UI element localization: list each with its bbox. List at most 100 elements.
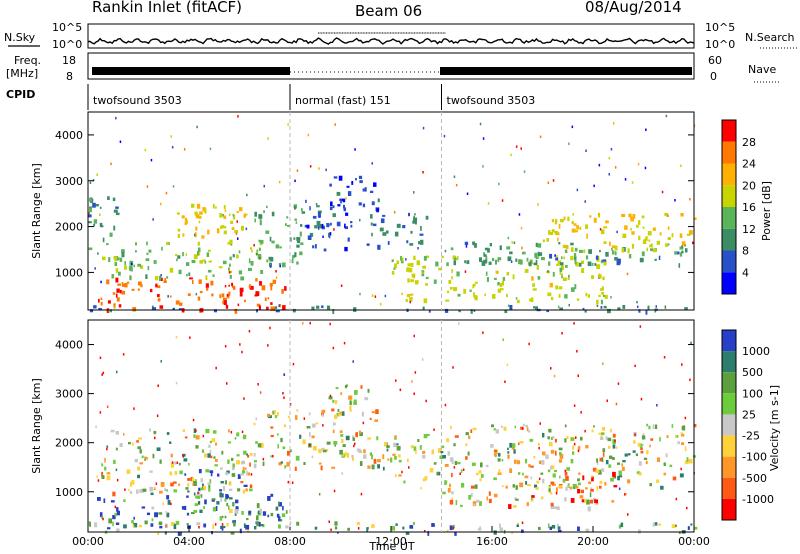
heatmap-cell bbox=[639, 257, 644, 263]
heatmap-cell bbox=[342, 198, 346, 203]
heatmap-cell bbox=[280, 461, 283, 464]
heatmap-cell bbox=[249, 285, 254, 290]
heatmap-cell bbox=[223, 215, 227, 219]
heatmap-cell bbox=[596, 486, 599, 491]
heatmap-cell bbox=[444, 308, 449, 313]
heatmap-cell bbox=[133, 523, 138, 528]
heatmap-cell bbox=[660, 485, 664, 490]
heatmap-cell bbox=[234, 513, 237, 516]
heatmap-cell bbox=[296, 261, 299, 265]
heatmap-cell bbox=[577, 374, 579, 377]
heatmap-cell bbox=[429, 467, 434, 473]
heatmap-cell bbox=[243, 484, 248, 487]
heatmap-cell bbox=[370, 214, 373, 219]
heatmap-cell bbox=[497, 257, 502, 261]
heatmap-cell bbox=[484, 293, 486, 297]
heatmap-cell bbox=[465, 456, 468, 460]
heatmap-cell bbox=[228, 284, 230, 287]
heatmap-cell bbox=[374, 295, 377, 298]
heatmap-cell bbox=[460, 504, 463, 507]
heatmap-cell bbox=[482, 165, 484, 168]
heatmap-cell bbox=[359, 180, 363, 184]
heatmap-cell bbox=[315, 422, 319, 425]
heatmap-cell bbox=[234, 308, 238, 314]
heatmap-cell bbox=[182, 252, 184, 257]
heatmap-cell bbox=[110, 309, 112, 313]
heatmap-cell bbox=[371, 454, 373, 460]
heatmap-cell bbox=[239, 528, 242, 534]
heatmap-cell bbox=[318, 167, 320, 170]
heatmap-cell bbox=[655, 305, 657, 308]
heatmap-cell bbox=[554, 469, 557, 473]
heatmap-cell bbox=[551, 436, 553, 440]
heatmap-cell bbox=[497, 472, 502, 475]
heatmap-cell bbox=[342, 454, 344, 457]
noise-tick-right-top: 10^5 bbox=[705, 21, 735, 34]
heatmap-cell bbox=[359, 218, 361, 222]
heatmap-cell bbox=[535, 306, 538, 311]
heatmap-cell bbox=[602, 276, 605, 281]
heatmap-cell bbox=[249, 453, 253, 456]
heatmap-cell bbox=[528, 342, 530, 346]
heatmap-cell bbox=[588, 481, 592, 484]
heatmap-cell bbox=[680, 213, 684, 217]
heatmap-cell bbox=[193, 434, 196, 438]
heatmap-cell bbox=[419, 445, 422, 450]
colorbar-tick-label: -500 bbox=[742, 472, 767, 485]
heatmap-cell bbox=[284, 465, 287, 469]
heatmap-cell bbox=[101, 463, 104, 467]
heatmap-cell bbox=[561, 274, 563, 279]
heatmap-cell bbox=[514, 459, 517, 464]
heatmap-cell bbox=[367, 437, 371, 440]
heatmap-cell bbox=[470, 485, 475, 489]
heatmap-cell bbox=[296, 237, 301, 241]
heatmap-cell bbox=[194, 211, 198, 216]
heatmap-cell bbox=[106, 308, 110, 313]
heatmap-cell bbox=[396, 446, 401, 451]
heatmap-cell bbox=[115, 447, 118, 451]
heatmap-cell bbox=[599, 457, 603, 462]
heatmap-cell bbox=[558, 242, 561, 245]
heatmap-cell bbox=[106, 445, 109, 448]
heatmap-cell bbox=[522, 427, 524, 430]
heatmap-cell bbox=[228, 505, 230, 510]
heatmap-cell bbox=[107, 196, 110, 200]
heatmap-cell bbox=[595, 255, 599, 260]
heatmap-cell bbox=[214, 309, 217, 313]
heatmap-cell bbox=[294, 466, 297, 471]
heatmap-cell bbox=[433, 428, 435, 431]
heatmap-cell bbox=[563, 216, 566, 221]
heatmap-cell bbox=[172, 307, 175, 310]
heatmap-cell bbox=[151, 518, 154, 522]
heatmap-cell bbox=[603, 226, 608, 229]
heatmap-cell bbox=[289, 521, 292, 525]
heatmap-cell bbox=[208, 260, 212, 263]
heatmap-cell bbox=[287, 224, 291, 227]
heatmap-cell bbox=[224, 480, 227, 485]
heatmap-cell bbox=[431, 449, 434, 455]
heatmap-cell bbox=[387, 241, 390, 245]
heatmap-cell bbox=[255, 253, 258, 256]
heatmap-cell bbox=[347, 527, 350, 531]
heatmap-cell bbox=[451, 472, 453, 478]
heatmap-cell bbox=[328, 520, 330, 523]
heatmap-cell bbox=[348, 395, 353, 400]
heatmap-cell bbox=[593, 425, 595, 428]
heatmap-cell bbox=[557, 237, 559, 242]
heatmap-cell bbox=[305, 199, 307, 203]
heatmap-cell bbox=[654, 522, 658, 526]
heatmap-cell bbox=[273, 410, 276, 415]
colorbar-swatch bbox=[722, 477, 736, 499]
heatmap-cell bbox=[88, 212, 90, 215]
heatmap-cell bbox=[511, 241, 513, 244]
heatmap-cell bbox=[362, 421, 365, 425]
heatmap-cell bbox=[419, 233, 424, 236]
heatmap-cell bbox=[275, 244, 280, 249]
heatmap-cell bbox=[671, 424, 674, 428]
heatmap-cell bbox=[548, 486, 551, 491]
heatmap-cell bbox=[503, 426, 507, 431]
heatmap-cell bbox=[200, 487, 204, 491]
heatmap-cell bbox=[329, 222, 332, 226]
heatmap-cell bbox=[457, 462, 461, 465]
heatmap-cell bbox=[197, 251, 199, 256]
